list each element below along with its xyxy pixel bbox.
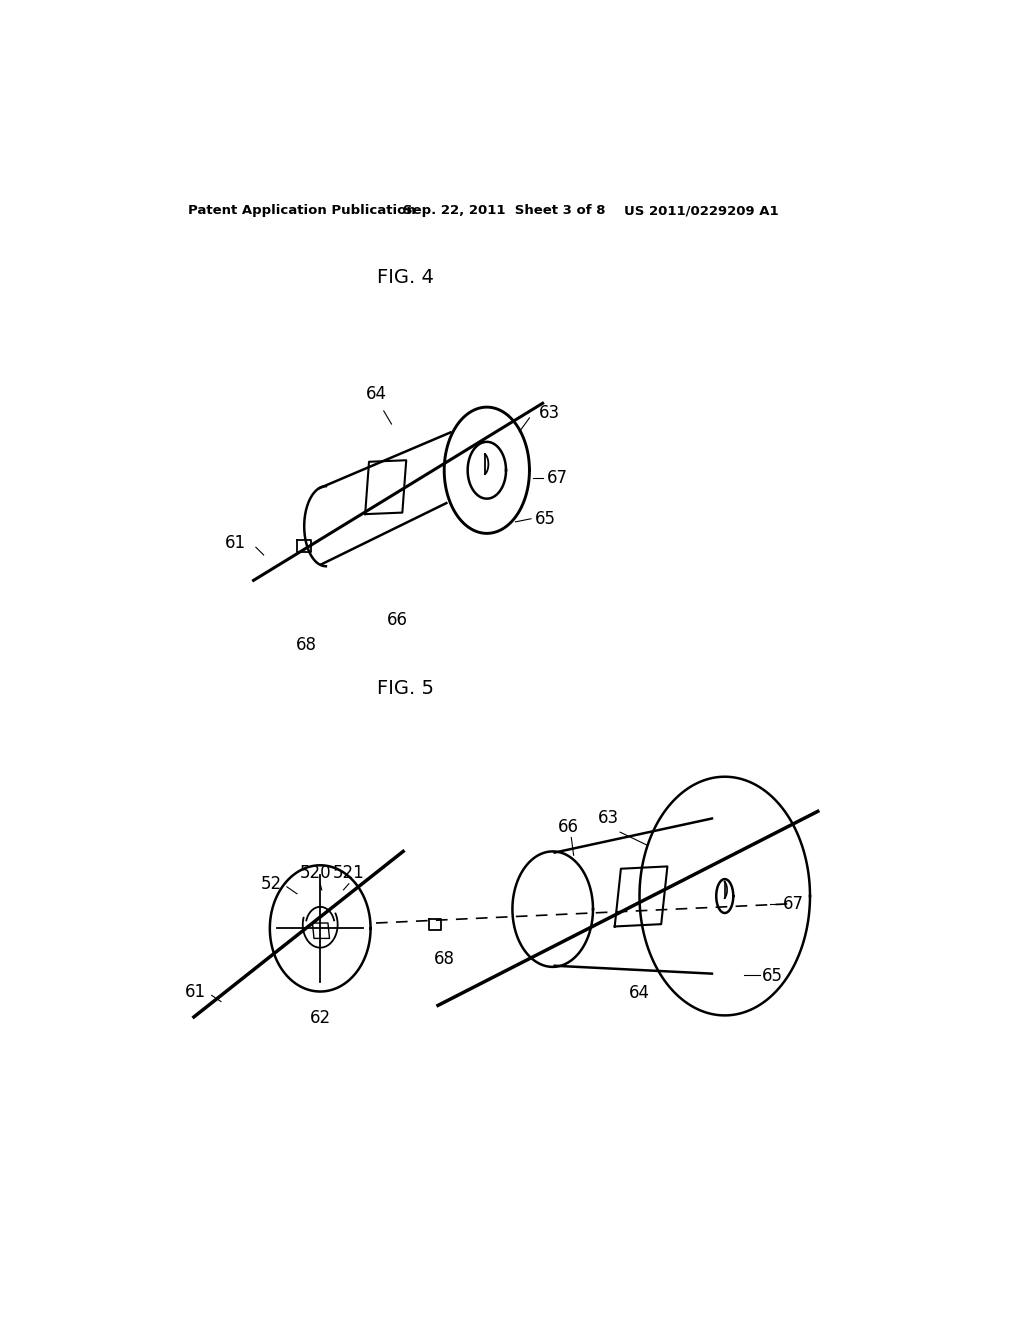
Text: 61: 61 (224, 535, 246, 552)
Text: 68: 68 (296, 636, 316, 653)
Text: 52: 52 (260, 875, 282, 892)
Text: Patent Application Publication: Patent Application Publication (188, 205, 416, 218)
Text: FIG. 4: FIG. 4 (377, 268, 434, 288)
Text: 62: 62 (309, 1010, 331, 1027)
Text: 64: 64 (366, 385, 386, 404)
Text: Sep. 22, 2011  Sheet 3 of 8: Sep. 22, 2011 Sheet 3 of 8 (403, 205, 605, 218)
Text: 65: 65 (535, 510, 556, 528)
Text: 66: 66 (558, 818, 579, 836)
Text: 64: 64 (629, 983, 650, 1002)
Text: 63: 63 (598, 809, 620, 826)
Text: 67: 67 (783, 895, 804, 912)
Text: US 2011/0229209 A1: US 2011/0229209 A1 (624, 205, 778, 218)
Text: 67: 67 (547, 469, 567, 487)
Text: FIG. 5: FIG. 5 (377, 678, 434, 698)
Text: 521: 521 (333, 865, 365, 882)
Text: 65: 65 (762, 968, 783, 985)
Text: 68: 68 (434, 950, 455, 968)
Text: 520: 520 (300, 865, 332, 882)
Text: 63: 63 (539, 404, 560, 421)
Text: 66: 66 (387, 611, 409, 630)
Text: 61: 61 (184, 982, 206, 1001)
